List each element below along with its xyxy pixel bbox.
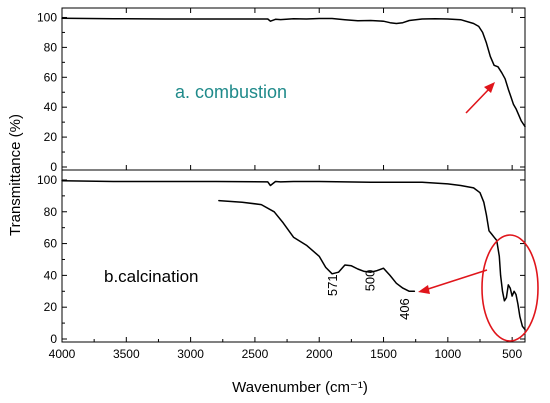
panel-b-label: b.calcination	[104, 267, 199, 286]
peak-label-571: 571	[325, 274, 340, 296]
x-axis: 4000 3500 3000 2500 2000 1500 1000 500	[49, 8, 522, 361]
panel-b-y-tick-label: 60	[44, 237, 58, 251]
panel-a-y-tick-label: 20	[44, 130, 58, 144]
panel-b-series-line-0	[61, 179, 526, 331]
panel-b-y-tick-label: 80	[44, 205, 58, 219]
x-axis-title: Wavenumber (cm⁻¹)	[232, 379, 368, 396]
peak-label-500: 500	[363, 270, 378, 292]
panel-b-y-axis: 0 20 40 60 80 100	[37, 173, 525, 346]
panel-a-y-tick-label: 100	[37, 10, 57, 24]
x-tick-label: 3500	[113, 347, 140, 361]
y-axis-title: Transmittance (%)	[7, 114, 24, 236]
x-tick-label: 3000	[177, 347, 204, 361]
peak-labels: 571 500 406	[325, 270, 412, 320]
highlight-ellipse	[481, 234, 539, 342]
panel-a-y-axis: 0 20 40 60 80 100	[37, 10, 525, 174]
panel-a-label: a. combustion	[175, 82, 287, 102]
x-tick-label: 1000	[434, 347, 461, 361]
panel-a-series-line-0	[61, 17, 526, 128]
x-tick-label: 2000	[306, 347, 333, 361]
panel-a-y-tick-label: 40	[44, 100, 58, 114]
x-tick-label: 2500	[242, 347, 269, 361]
panel-b-series	[61, 179, 526, 331]
peak-label-406: 406	[397, 298, 412, 320]
x-tick-label: 4000	[49, 347, 76, 361]
panel-b-y-tick-label: 100	[37, 173, 57, 187]
panel-b-series-line-1	[218, 199, 416, 293]
x-tick-label: 500	[502, 347, 522, 361]
panel-a-y-tick-label: 0	[50, 160, 57, 174]
panel-b-frame	[61, 169, 526, 343]
x-tick-label: 1500	[370, 347, 397, 361]
annotation-arrow-b	[418, 269, 488, 294]
panel-a-y-tick-label: 80	[44, 40, 58, 54]
panel-b-y-tick-label: 20	[44, 300, 58, 314]
annotation-arrow-a	[465, 82, 495, 114]
panel-a-frame	[61, 7, 526, 171]
panel-a-y-tick-label: 60	[44, 70, 58, 84]
panel-a-series	[61, 17, 526, 128]
panel-b-y-tick-label: 0	[50, 332, 57, 346]
panel-b-y-tick-label: 40	[44, 268, 58, 282]
